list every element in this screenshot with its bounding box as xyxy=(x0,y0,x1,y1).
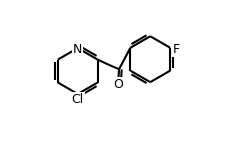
Text: N: N xyxy=(73,43,82,56)
Text: O: O xyxy=(113,78,123,91)
Text: Cl: Cl xyxy=(71,93,84,106)
Text: F: F xyxy=(172,43,179,56)
